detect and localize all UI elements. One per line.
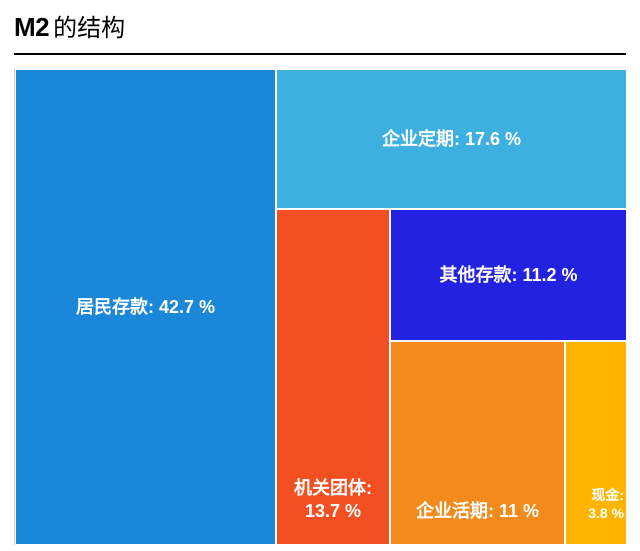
title-bold-part: M2 [14,12,49,43]
title-rest-part: 的结构 [53,8,125,43]
tile-label-gov_org: 机关团体:13.7 % [294,477,372,522]
tile-label-residents: 居民存款: 42.7 % [76,296,215,319]
chart-title: M2 的结构 [6,8,634,43]
tile-label-corp_demand: 企业活期: 11 % [416,500,539,523]
treemap-chart: 居民存款: 42.7 % 企业定期: 17.6 % 机关团体:13.7 % 其他存款:… [14,69,626,545]
tile-label-other_dep: 其他存款: 11.2 % [439,264,577,287]
tile-gov_org: 机关团体:13.7 % [276,209,390,545]
title-rule [14,53,626,55]
tile-other_dep: 其他存款: 11.2 % [390,209,627,341]
chart-frame: M2 的结构 居民存款: 42.7 % 企业定期: 17.6 % 机关团体:13.7… [0,0,640,551]
tile-label-cash: 现金:3.8 % [588,487,624,522]
tile-corp_time: 企业定期: 17.6 % [276,69,627,209]
tile-label-corp_time: 企业定期: 17.6 % [382,128,521,151]
tile-residents: 居民存款: 42.7 % [15,69,276,545]
tile-cash: 现金:3.8 % [565,341,627,545]
tile-corp_demand: 企业活期: 11 % [390,341,565,545]
